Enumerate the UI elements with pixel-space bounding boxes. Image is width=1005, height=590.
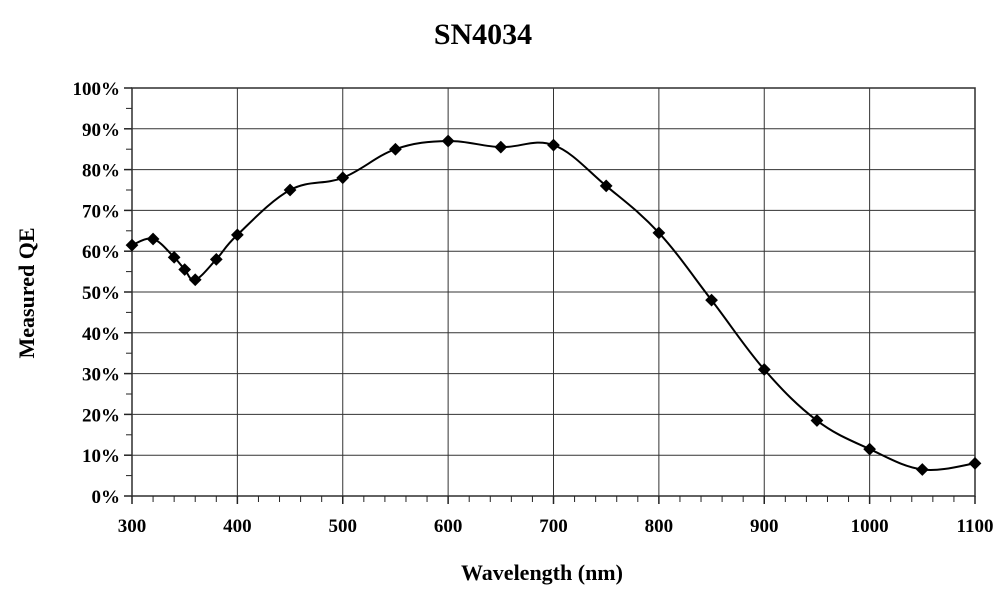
y-tick-label: 40% [82,324,120,345]
series-line [131,140,976,471]
data-point [188,273,202,287]
x-axis-label: Wavelength (nm) [461,560,623,585]
x-tick-label: 800 [645,516,674,537]
data-point [968,456,982,470]
x-tick-label: 500 [329,516,358,537]
y-tick-label: 90% [82,120,120,141]
data-point [336,171,350,185]
y-tick-label: 70% [82,201,120,222]
x-tick-label: 300 [118,516,147,537]
data-point [915,463,929,476]
data-point [441,134,455,148]
y-tick-label: 10% [82,446,120,467]
data-point [167,250,181,264]
data-point [494,140,508,154]
y-tick-label: 0% [92,487,121,508]
x-tick-label: 600 [434,516,463,537]
data-point [178,263,192,276]
data-point [283,183,297,197]
data-point [389,142,402,156]
data-point [146,232,160,246]
x-tick-label: 700 [539,516,568,537]
y-tick-label: 20% [82,405,120,426]
data-point [547,138,560,152]
data-point [125,238,139,252]
x-tick-label: 1100 [957,516,994,537]
y-tick-label: 60% [82,242,120,263]
y-tick-label: 80% [82,161,120,182]
x-tick-label: 400 [223,516,252,537]
y-axis-label: Measured QE [14,228,39,359]
y-tick-label: 50% [82,283,120,304]
x-tick-label: 1000 [851,516,889,537]
x-tick-label: 900 [750,516,779,537]
chart-title: SN4034 [434,18,532,51]
data-point [231,228,244,242]
y-tick-label: 100% [73,79,121,100]
y-tick-label: 30% [82,365,120,386]
data-point [863,442,876,456]
